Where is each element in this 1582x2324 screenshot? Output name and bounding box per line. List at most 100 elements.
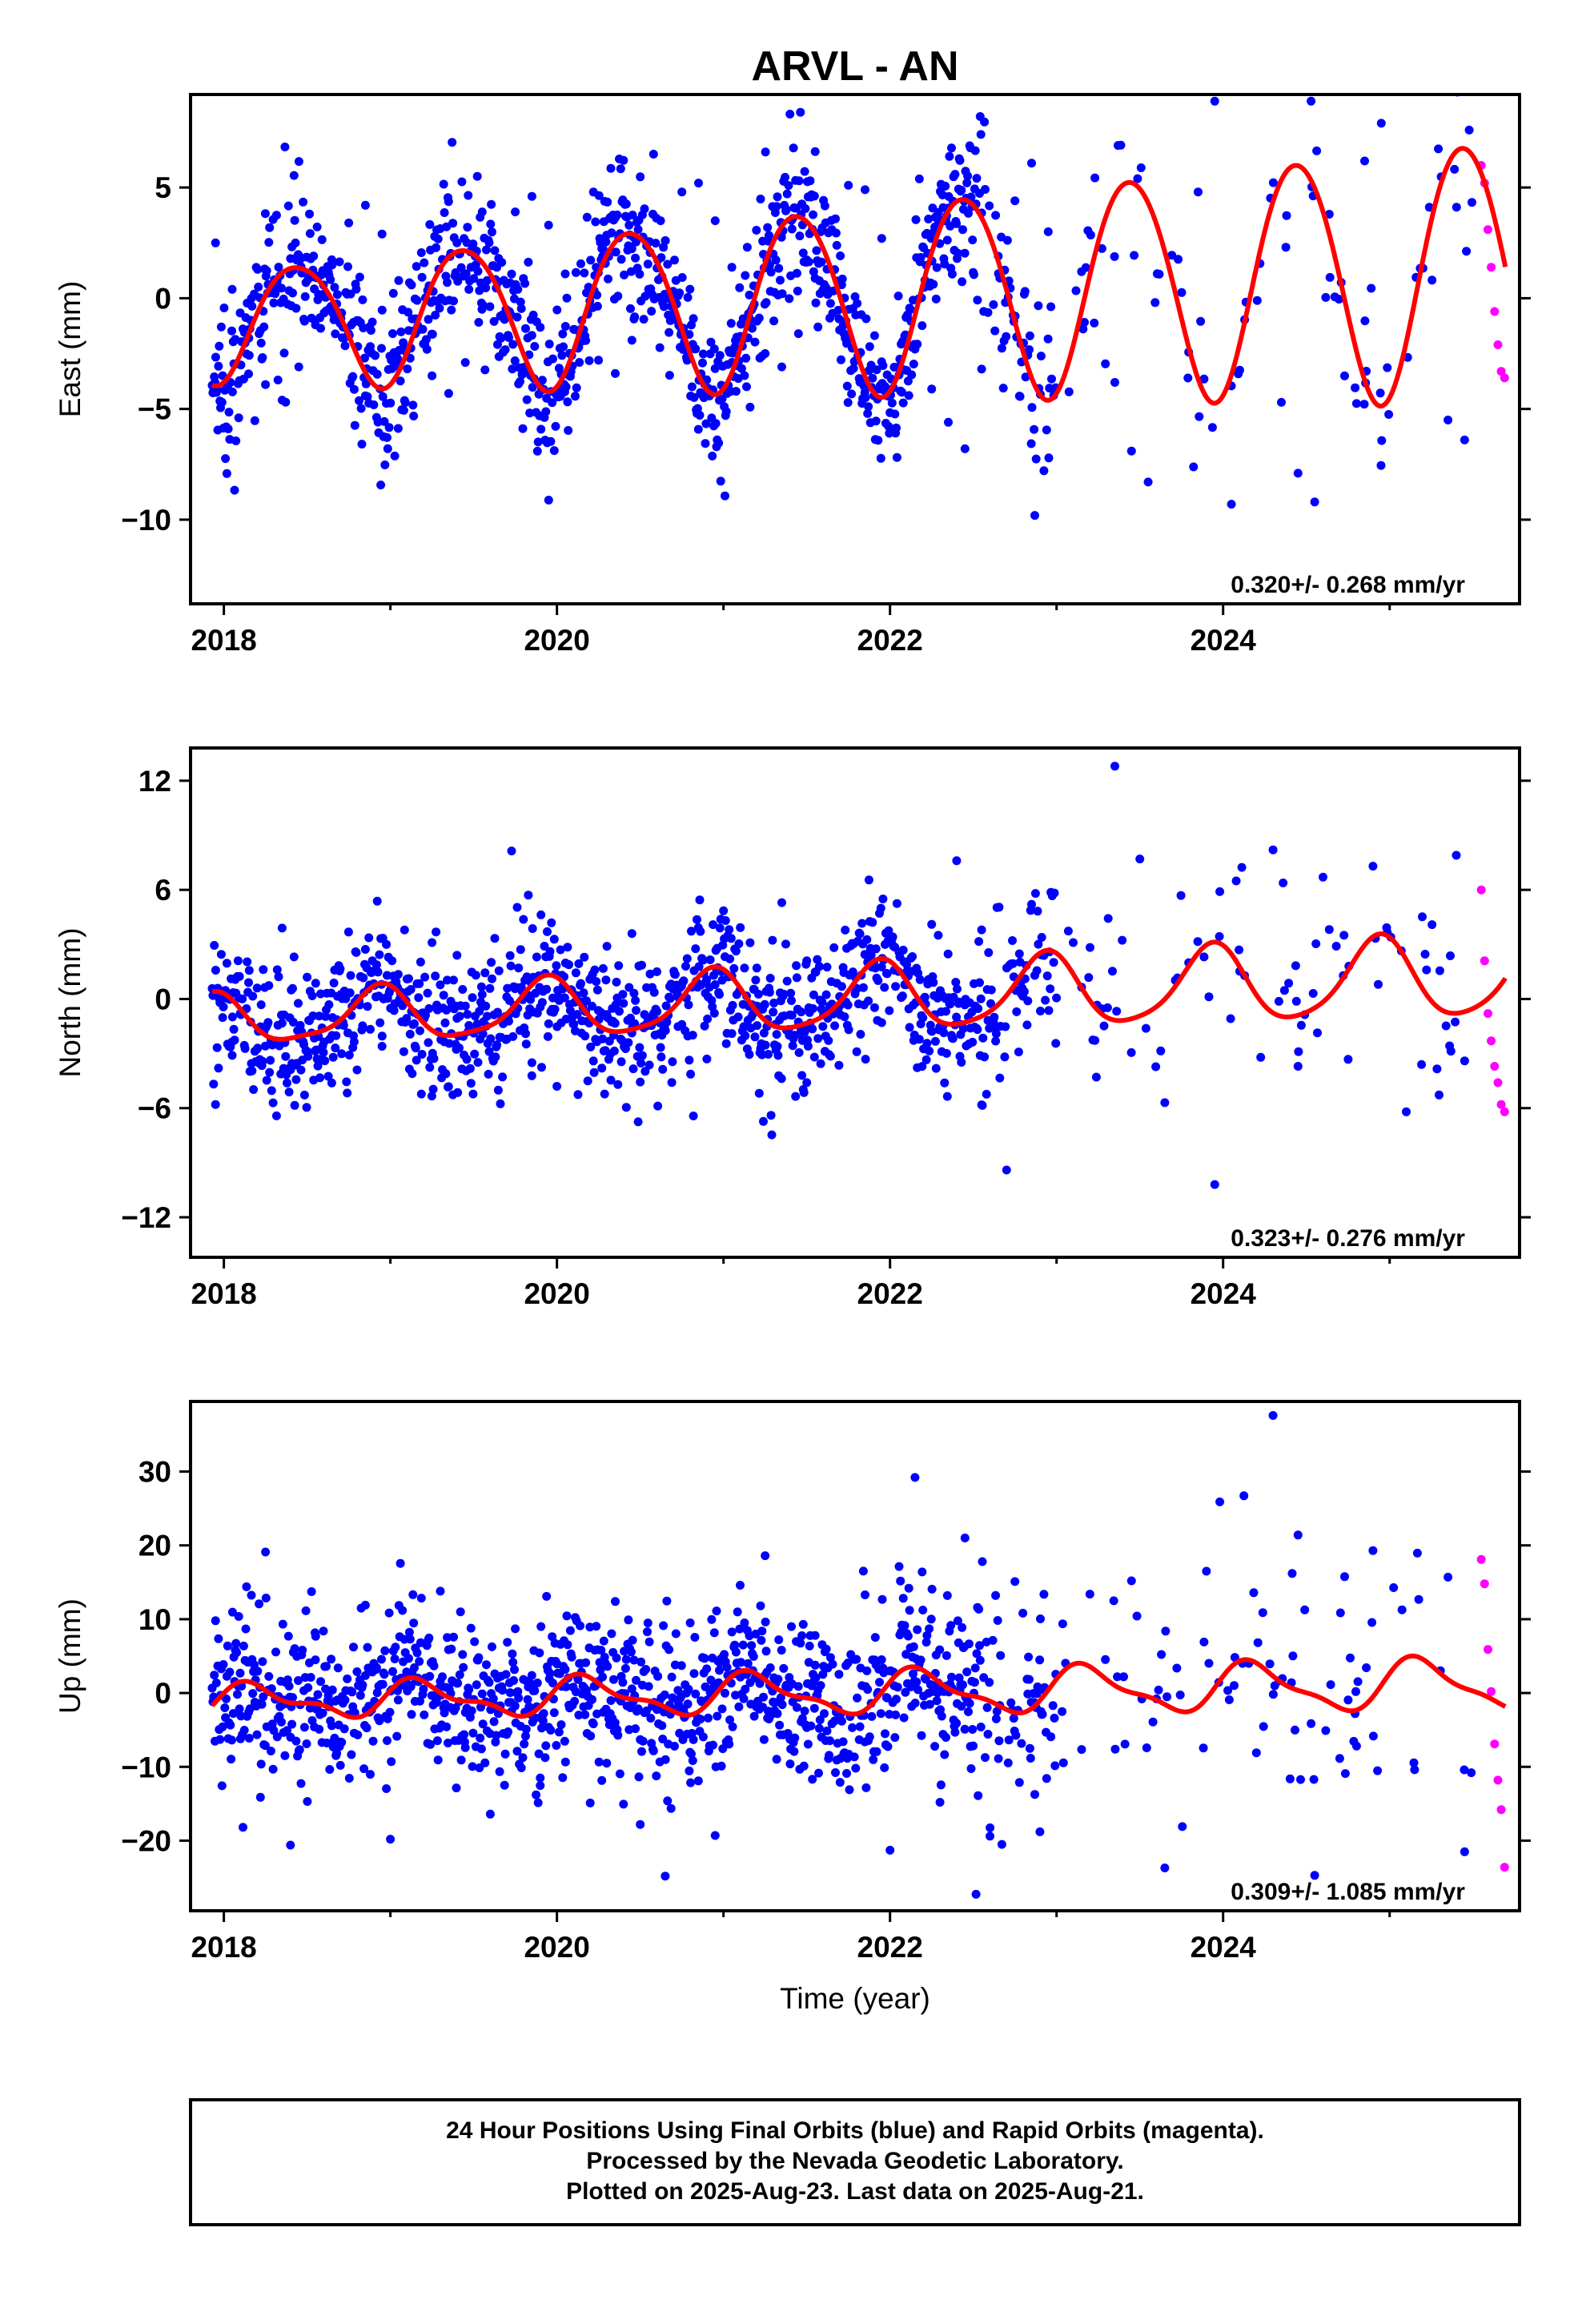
final-orbit-point xyxy=(691,344,701,354)
final-orbit-point xyxy=(1265,1659,1275,1669)
final-orbit-point xyxy=(1237,862,1247,872)
final-orbit-point xyxy=(810,1630,820,1640)
final-orbit-point xyxy=(544,496,553,505)
final-orbit-point xyxy=(227,284,237,294)
rapid-orbit-point xyxy=(1484,1009,1492,1019)
final-orbit-point xyxy=(685,1766,694,1775)
final-orbit-point xyxy=(271,211,281,220)
final-orbit-point xyxy=(520,1739,529,1749)
final-orbit-point xyxy=(935,1645,945,1655)
final-orbit-point xyxy=(809,990,818,999)
final-orbit-point xyxy=(571,267,580,277)
final-orbit-point xyxy=(825,299,835,308)
y-tick-label: 0 xyxy=(155,282,171,315)
final-orbit-point xyxy=(212,1043,222,1052)
final-orbit-point xyxy=(792,268,801,278)
final-orbit-point xyxy=(377,1042,387,1051)
final-orbit-point xyxy=(773,192,782,202)
final-orbit-point xyxy=(1324,925,1334,935)
final-orbit-point xyxy=(1321,292,1331,302)
final-orbit-point xyxy=(1418,912,1427,922)
final-orbit-point xyxy=(301,1606,311,1615)
final-orbit-point xyxy=(927,1027,937,1036)
final-orbit-point xyxy=(751,975,761,985)
final-orbit-point xyxy=(1021,372,1030,382)
final-orbit-point xyxy=(858,1566,868,1576)
final-orbit-point xyxy=(850,292,860,301)
final-orbit-point xyxy=(1010,1577,1020,1586)
final-orbit-point xyxy=(932,1696,942,1706)
final-orbit-point xyxy=(311,1045,321,1055)
final-orbit-point xyxy=(952,219,962,228)
final-orbit-point xyxy=(890,1733,900,1743)
final-orbit-point xyxy=(557,351,567,360)
final-orbit-point xyxy=(428,329,437,339)
final-orbit-point xyxy=(990,1012,999,1022)
final-orbit-point xyxy=(344,1774,354,1783)
final-orbit-point xyxy=(386,1835,396,1844)
final-orbit-point xyxy=(289,952,299,962)
final-orbit-point xyxy=(403,364,412,374)
final-orbit-point xyxy=(482,245,491,255)
final-orbit-point xyxy=(1001,1022,1010,1031)
final-orbit-point xyxy=(409,412,419,420)
final-orbit-point xyxy=(621,1103,631,1112)
final-orbit-point xyxy=(351,284,361,294)
final-orbit-point xyxy=(512,312,522,322)
final-orbit-point xyxy=(211,352,220,362)
final-orbit-point xyxy=(842,1769,851,1778)
final-orbit-point xyxy=(980,1052,990,1062)
final-orbit-point xyxy=(296,1779,306,1788)
final-orbit-point xyxy=(612,1653,621,1663)
final-orbit-point xyxy=(973,296,982,305)
final-orbit-point xyxy=(828,1659,837,1669)
final-orbit-point xyxy=(411,1043,420,1053)
final-orbit-point xyxy=(258,1056,267,1066)
final-orbit-point xyxy=(661,1755,670,1764)
final-orbit-point xyxy=(396,327,406,336)
final-orbit-point xyxy=(977,925,986,935)
final-orbit-point xyxy=(978,1100,987,1110)
final-orbit-point xyxy=(1312,146,1322,155)
final-orbit-point xyxy=(1091,1072,1101,1082)
final-orbit-point xyxy=(693,1776,703,1786)
final-orbit-point xyxy=(888,932,897,942)
final-orbit-point xyxy=(918,1013,928,1023)
final-orbit-point xyxy=(398,1606,408,1615)
final-orbit-point xyxy=(597,1063,607,1073)
final-orbit-point xyxy=(930,1742,940,1751)
final-orbit-point xyxy=(378,392,387,401)
final-orbit-point xyxy=(974,1004,983,1013)
final-orbit-point xyxy=(436,1586,445,1596)
final-orbit-point xyxy=(228,1709,238,1719)
final-orbit-point xyxy=(464,1685,474,1695)
final-orbit-point xyxy=(1460,435,1469,444)
final-orbit-point xyxy=(870,1633,880,1642)
final-orbit-point xyxy=(244,966,254,975)
final-orbit-point xyxy=(537,998,547,1007)
final-orbit-point xyxy=(1130,251,1139,260)
final-orbit-point xyxy=(909,1642,918,1651)
final-orbit-point xyxy=(326,275,335,284)
final-orbit-point xyxy=(574,1711,584,1720)
final-orbit-point xyxy=(983,308,993,317)
x-tick-label: 2024 xyxy=(1191,624,1257,657)
final-orbit-point xyxy=(749,1651,758,1661)
final-orbit-point xyxy=(1116,140,1126,150)
final-orbit-point xyxy=(926,1614,936,1624)
final-orbit-point xyxy=(611,1597,620,1606)
final-orbit-point xyxy=(343,262,352,271)
final-orbit-point xyxy=(1296,1775,1305,1784)
final-orbit-point xyxy=(970,270,978,279)
final-orbit-point xyxy=(632,1675,640,1685)
final-orbit-point xyxy=(797,1007,806,1017)
final-orbit-point xyxy=(1414,1594,1423,1604)
final-orbit-point xyxy=(717,1704,727,1714)
final-orbit-point xyxy=(924,215,934,223)
x-tick-label: 2020 xyxy=(524,1931,589,1964)
final-orbit-point xyxy=(433,234,443,243)
final-orbit-point xyxy=(878,361,888,370)
final-orbit-point xyxy=(535,1648,544,1658)
final-orbit-point xyxy=(1446,951,1455,960)
final-orbit-point xyxy=(1126,1576,1136,1586)
